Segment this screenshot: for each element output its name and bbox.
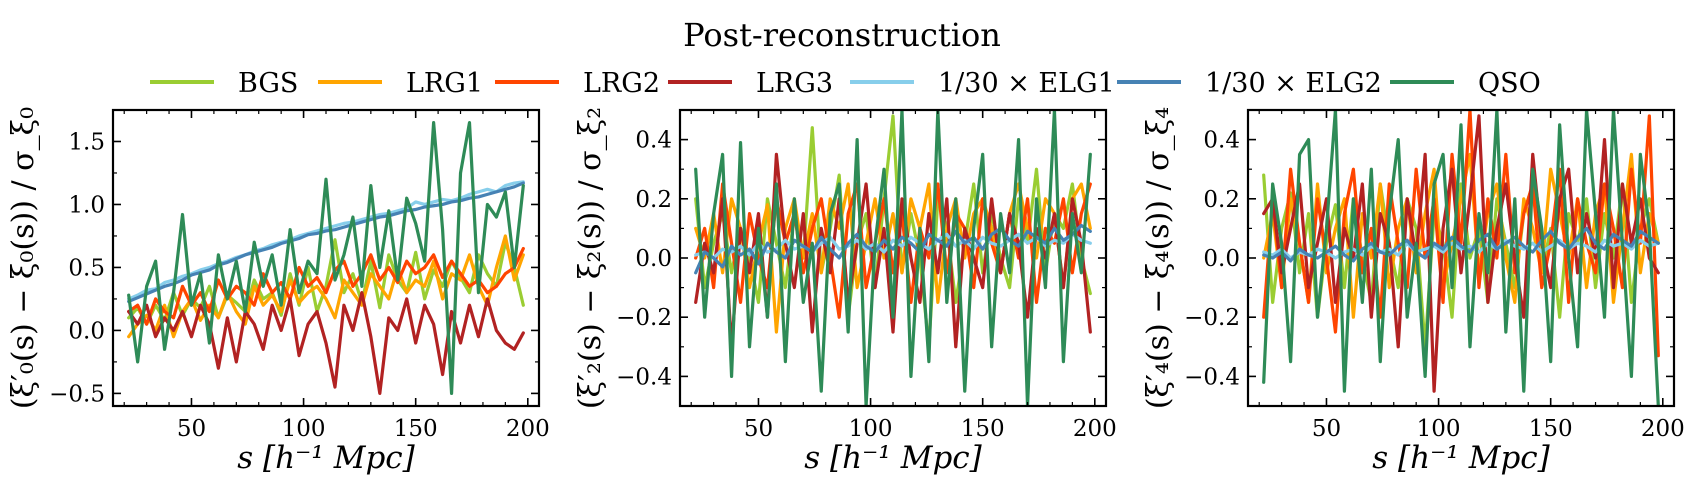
y-tick-label: 0.0 [1203, 246, 1240, 272]
series-line-lrg3 [127, 291, 525, 395]
legend-label-lrg3: LRG3 [756, 68, 833, 99]
y-tick-label: −0.2 [616, 305, 672, 331]
series-line-elg1 [1262, 238, 1660, 260]
x-tick-label: 50 [1312, 416, 1341, 442]
plot-area-quadrupole [694, 110, 1092, 406]
y-tick-label: −0.4 [616, 364, 672, 390]
series-line-lrg3 [1262, 114, 1660, 393]
legend-label-lrg2: LRG2 [583, 68, 660, 99]
y-tick-label: −0.4 [1184, 364, 1240, 390]
x-axis-label: s [h⁻¹ Mpc] [237, 440, 415, 476]
legend-label-bgs: BGS [238, 68, 298, 99]
legend-label-qso: QSO [1478, 68, 1541, 99]
x-tick-label: 50 [177, 416, 206, 442]
y-axis-label: (ξ′₄(s) − ξ₄(s)) / σ_ξ₄ [1141, 107, 1176, 409]
legend-label-lrg1: LRG1 [406, 68, 483, 99]
legend-label-elg2: 1/30 × ELG2 [1205, 68, 1382, 99]
series-line-qso [1262, 110, 1660, 406]
y-axis-label: (ξ′₂(s) − ξ₂(s)) / σ_ξ₂ [573, 107, 608, 409]
figure-title: Post-reconstruction [683, 16, 1001, 54]
panel-monopole: 50 100 150 200 −0.5 0.0 0.5 1.0 1.5 s [h⁻¹ Mpc] (ξ… [6, 107, 550, 476]
series-line-elg1 [127, 180, 525, 301]
x-tick-label: 150 [961, 416, 1005, 442]
y-tick-label: 0.2 [1203, 187, 1240, 213]
series-line-qso [694, 110, 1092, 406]
x-tick-label: 200 [506, 416, 550, 442]
panel-hexadecapole: 50 100 150 200 −0.4 −0.2 0.0 0.2 0.4 s [h⁻¹ Mpc] (… [1141, 107, 1685, 476]
y-tick-label: 0.4 [1203, 128, 1240, 154]
y-tick-label: −0.5 [49, 381, 105, 407]
x-tick-label: 100 [849, 416, 893, 442]
legend: BGS LRG1 LRG2 LRG3 1/30 × ELG1 1/30 × ELG2 QSO [150, 68, 1541, 99]
x-axis-label: s [h⁻¹ Mpc] [804, 440, 982, 476]
x-tick-label: 100 [1417, 416, 1461, 442]
y-tick-label: 0.0 [635, 246, 672, 272]
y-tick-label: 0.4 [635, 128, 672, 154]
x-tick-label: 150 [394, 416, 438, 442]
y-tick-label: 0.0 [68, 318, 105, 344]
x-tick-label: 200 [1641, 416, 1685, 442]
panel-quadrupole: 50 100 150 200 −0.4 −0.2 0.0 0.2 0.4 s [h⁻¹ Mpc] (… [573, 107, 1117, 476]
y-tick-label: 1.5 [68, 129, 105, 155]
legend-label-elg1: 1/30 × ELG1 [938, 68, 1115, 99]
x-tick-label: 200 [1073, 416, 1117, 442]
plot-area-hexadecapole [1262, 110, 1660, 406]
x-tick-label: 100 [282, 416, 326, 442]
x-tick-label: 50 [744, 416, 773, 442]
x-axis-label: s [h⁻¹ Mpc] [1372, 440, 1550, 476]
plot-area-monopole [127, 120, 525, 395]
y-tick-label: 1.0 [68, 192, 105, 218]
y-tick-label: 0.2 [635, 187, 672, 213]
y-axis-label: (ξ′₀(s) − ξ₀(s)) / σ_ξ₀ [6, 107, 41, 409]
series-line-elg2 [1262, 226, 1660, 263]
series-line-elg2 [127, 181, 525, 304]
series-line-qso [127, 120, 525, 395]
series-line-lrg2 [1262, 110, 1660, 358]
x-tick-label: 150 [1529, 416, 1573, 442]
panels: 50 100 150 200 −0.5 0.0 0.5 1.0 1.5 s [h⁻¹ Mpc] (ξ… [6, 107, 1685, 476]
y-tick-label: 0.5 [68, 255, 105, 281]
y-tick-label: −0.2 [1184, 305, 1240, 331]
